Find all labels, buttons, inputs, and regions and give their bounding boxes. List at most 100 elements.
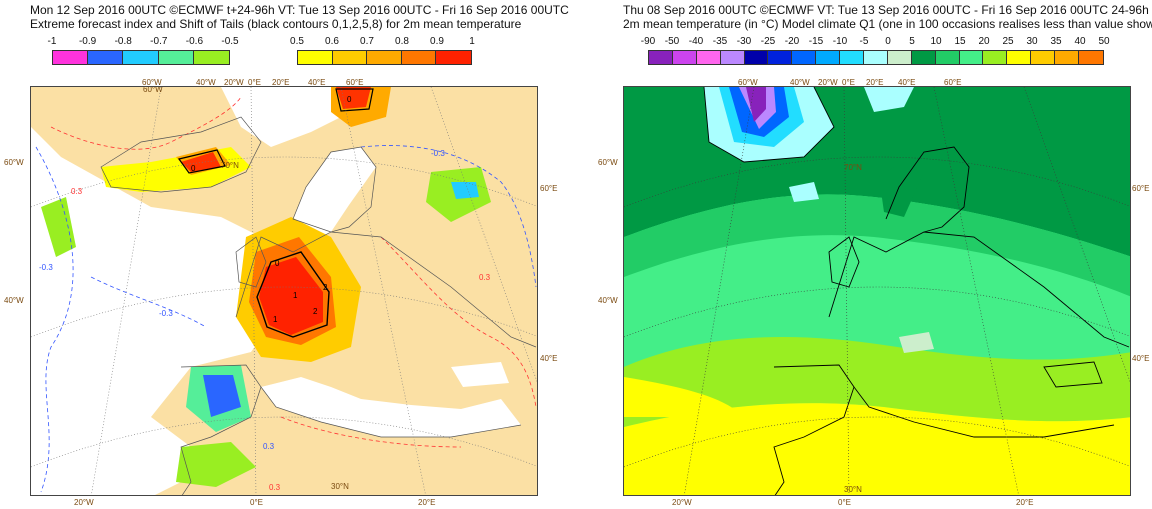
efi-title-line2: Extreme forecast index and Shift of Tail… bbox=[30, 17, 522, 31]
sot-contour-west-europe bbox=[256, 251, 330, 338]
lat-label: 40°W bbox=[598, 296, 618, 305]
colorbar-swatch bbox=[1031, 51, 1056, 64]
colorbar-tick-label: -90 bbox=[640, 36, 656, 47]
colorbar-swatch bbox=[983, 51, 1008, 64]
colorbar-swatch bbox=[816, 51, 841, 64]
lon-label: 40°W bbox=[790, 78, 810, 87]
colorbar-swatch bbox=[887, 51, 912, 64]
black-sea bbox=[451, 362, 509, 387]
lon-label: 20°E bbox=[418, 498, 436, 507]
lat-label: 40°W bbox=[4, 296, 24, 305]
colorbar-swatch bbox=[696, 51, 721, 64]
lon-label: 0°E bbox=[250, 498, 263, 507]
contour-pos-south bbox=[280, 416, 462, 448]
colorbar-swatch bbox=[436, 51, 472, 64]
graticule bbox=[624, 87, 1130, 495]
lon-label: 60°E bbox=[944, 78, 962, 87]
colorbar-swatch bbox=[298, 51, 333, 64]
lon-label: 20°E bbox=[272, 78, 290, 87]
efi-panel: Mon 12 Sep 2016 00UTC ©ECMWF t+24-96h VT… bbox=[4, 3, 569, 507]
colorbar-tick-label: -0.8 bbox=[114, 36, 132, 47]
colorbar-tick-label: 1 bbox=[469, 36, 475, 47]
colorbar-tick-label: 20 bbox=[978, 36, 990, 47]
lat-label: 60°W bbox=[598, 158, 618, 167]
colorbar-swatch bbox=[1079, 51, 1103, 64]
greenland-hot-core bbox=[181, 152, 221, 172]
colorbar-tick-label: 0.5 bbox=[290, 36, 304, 47]
graticule bbox=[31, 87, 537, 495]
contour-label: -0.3 bbox=[39, 263, 53, 272]
sot-label: 1 bbox=[293, 291, 298, 300]
lon-label: 20°E bbox=[866, 78, 884, 87]
colorbar-swatch bbox=[720, 51, 745, 64]
colorbar-swatch bbox=[649, 51, 673, 64]
colorbar-tick-label: -0.9 bbox=[78, 36, 97, 47]
colorbar-tick-label: -1 bbox=[47, 36, 57, 47]
colorbar-swatch bbox=[744, 51, 769, 64]
ural-cold-core bbox=[451, 182, 479, 199]
iceland-cold bbox=[789, 182, 819, 202]
coastline-greenland bbox=[703, 87, 835, 163]
colorbar-tick-label: -0.5 bbox=[221, 36, 239, 47]
colorbar-tick-label: 0.6 bbox=[325, 36, 339, 47]
colorbar-tick-label: -25 bbox=[760, 36, 776, 47]
contour-label: -0.3 bbox=[159, 309, 173, 318]
climate-colorbar: -90 -50 -40 -35 -30 -25 -20 -15 -10 -5 0 5 10 15 20 25 3… bbox=[641, 36, 1110, 70]
lon-label: 60°W bbox=[738, 78, 758, 87]
lon-label: 20°W bbox=[672, 498, 692, 507]
colorbar-swatch bbox=[367, 51, 402, 64]
colorbar-tick-label: -0.6 bbox=[185, 36, 204, 47]
colorbar-swatch bbox=[792, 51, 817, 64]
svalbard-ice bbox=[864, 87, 914, 112]
efi-colorbar-negative: -1 -0.9 -0.8 -0.7 -0.6 -0.5 bbox=[48, 36, 244, 70]
sot-label: 0 bbox=[275, 259, 280, 268]
colorbar-swatch bbox=[1007, 51, 1032, 64]
lat-label: 30°N bbox=[331, 482, 349, 491]
sot-label: 2 bbox=[313, 307, 318, 316]
west-europe-heat-max bbox=[259, 257, 323, 335]
lon-label: 40°E bbox=[308, 78, 326, 87]
colorbar-tick-label: 15 bbox=[954, 36, 966, 47]
colorbar-swatch bbox=[193, 51, 229, 64]
climate-panel: Thu 08 Sep 2016 00UTC ©ECMWF VT: Tue 13 … bbox=[576, 0, 1152, 509]
colorbar-swatch bbox=[911, 51, 936, 64]
contour-pos-greenland bbox=[50, 96, 242, 150]
colorbar-tick-label: -10 bbox=[832, 36, 848, 47]
colorbar-tick-label: 30 bbox=[1026, 36, 1038, 47]
climate-map: 70°N 30°N bbox=[623, 86, 1131, 496]
colorbar-swatch bbox=[88, 51, 124, 64]
colorbar-swatch bbox=[332, 51, 368, 64]
colorbar-tick-label: -30 bbox=[736, 36, 752, 47]
lon-label: 60°W bbox=[142, 78, 162, 87]
lat-label: 40°E bbox=[540, 354, 558, 363]
coastline-black-sea bbox=[1043, 361, 1103, 388]
colorbar-tick-label: 25 bbox=[1002, 36, 1014, 47]
colorbar-tick-label: -40 bbox=[688, 36, 704, 47]
colorbar-swatch bbox=[53, 51, 89, 64]
atlantic-ocean bbox=[31, 127, 276, 495]
contour-label: 0.3 bbox=[71, 187, 83, 196]
contour-label: 0.3 bbox=[263, 442, 275, 451]
lat-label: 60°E bbox=[1132, 184, 1150, 193]
colorbar-tick-label: 10 bbox=[930, 36, 942, 47]
coastline-uk bbox=[828, 236, 860, 288]
lon-label: 0°E bbox=[838, 498, 851, 507]
contour-neg-west bbox=[35, 146, 74, 493]
atlantic-cold-patch bbox=[41, 197, 76, 257]
colorbar-swatch bbox=[935, 51, 960, 64]
efi-map: 60°W 70°N 30°N 0 1 2 0 2 1 0 0.3 -0.3 -0… bbox=[30, 86, 538, 496]
contour-label: -0.3 bbox=[431, 149, 445, 158]
lon-label: 40°E bbox=[898, 78, 916, 87]
climate-title-line2: 2m mean temperature (in °C) Model climat… bbox=[623, 17, 1152, 31]
lon-label: 0°E bbox=[248, 78, 261, 87]
lon-label: 20°W bbox=[224, 78, 244, 87]
colorbar-tick-label: 0 bbox=[885, 36, 891, 47]
nw-africa-cold-anomaly bbox=[176, 442, 256, 487]
mediterranean-sea bbox=[261, 377, 521, 437]
iberia-cold-core bbox=[203, 375, 241, 417]
colorbar-tick-label: 0.8 bbox=[395, 36, 409, 47]
colorbar-swatch bbox=[672, 51, 697, 64]
colorbar-tick-label: -15 bbox=[808, 36, 824, 47]
colorbar-tick-label: 40 bbox=[1074, 36, 1086, 47]
colorbar-swatch bbox=[959, 51, 984, 64]
